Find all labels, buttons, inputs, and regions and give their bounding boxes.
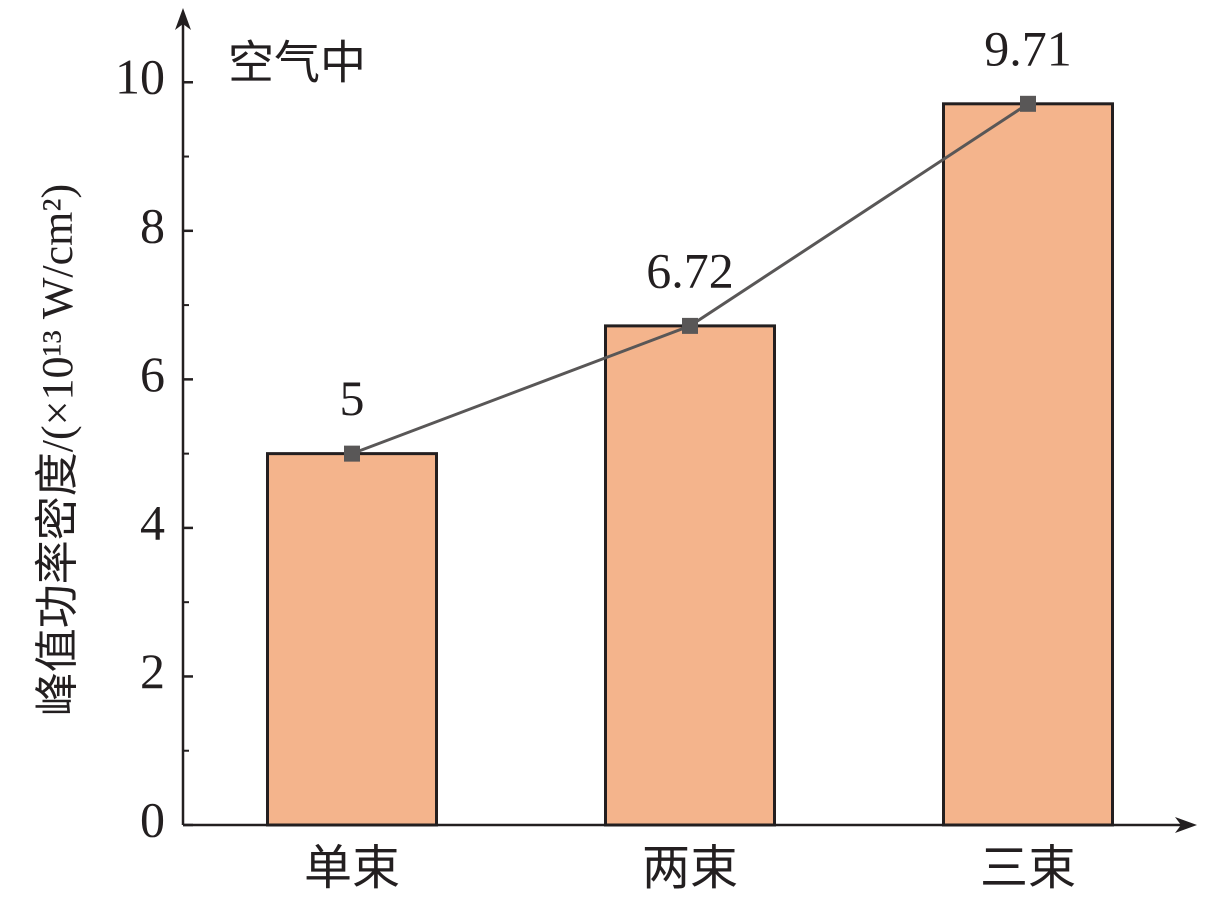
y-axis-label: 峰值功率密度/(×10¹³ W/cm²) (33, 184, 82, 716)
bar (604, 324, 776, 827)
line-marker (682, 317, 698, 334)
y-axis-arrow (175, 8, 191, 30)
x-tick-label: 三束 (980, 842, 1076, 895)
line-marker (1020, 95, 1036, 112)
annotation: 空气中 (228, 38, 366, 89)
y-tick-label: 4 (140, 494, 165, 550)
y-tick-label: 2 (140, 643, 165, 699)
x-tick-label: 两束 (642, 842, 738, 895)
bar (942, 102, 1114, 827)
y-tick-label: 10 (115, 49, 165, 105)
bar (266, 452, 438, 827)
y-tick-label: 0 (140, 791, 165, 847)
line-marker (344, 445, 360, 462)
value-label: 9.71 (984, 20, 1072, 76)
x-axis-arrow (1175, 817, 1197, 833)
value-label: 6.72 (646, 242, 734, 298)
y-tick-label: 6 (140, 346, 165, 402)
x-tick-label: 单束 (304, 842, 400, 895)
value-label: 5 (340, 370, 365, 426)
y-tick-label: 8 (140, 197, 165, 253)
